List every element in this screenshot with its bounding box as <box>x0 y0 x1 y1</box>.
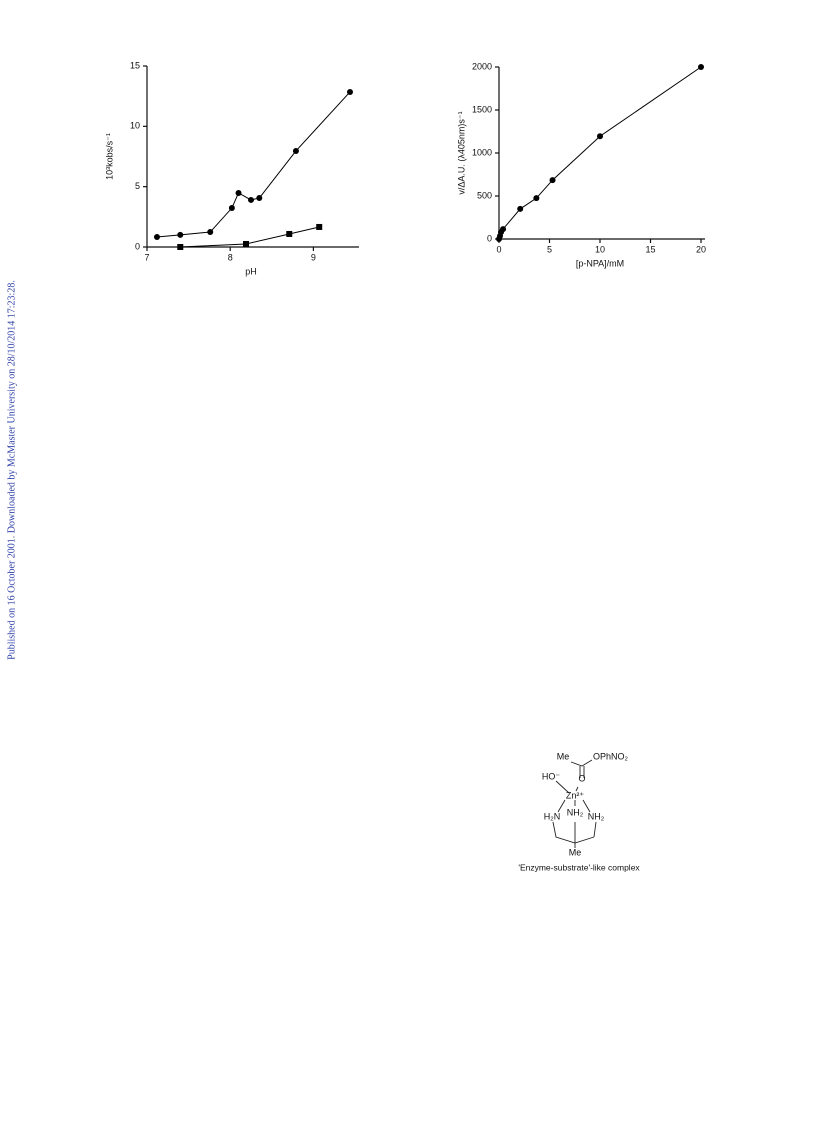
x-tick-label: 9 <box>311 252 316 262</box>
y-tick-label: 10 <box>130 121 140 131</box>
x-axis-label: [p-NPA]/mM <box>576 258 624 268</box>
y-tick-label: 5 <box>135 181 140 191</box>
x-tick-label: 0 <box>496 244 501 254</box>
y-tick-label: 0 <box>135 241 140 251</box>
marker <box>500 226 507 233</box>
x-axis-label: pH <box>245 266 257 276</box>
y-tick-label: 1000 <box>472 147 492 157</box>
y-tick-label: 2000 <box>472 61 492 71</box>
bonds <box>552 759 597 848</box>
chemical-structure: Me OPhNO₂ O HO⁻ Zn²⁺ H₂N NH₂ NH₂ Me 'Enz… <box>518 751 640 872</box>
atom-label: NH₂ <box>567 807 584 817</box>
marker <box>248 196 254 203</box>
marker <box>533 195 540 202</box>
x-tick-label: 5 <box>547 244 552 254</box>
atom-label: O <box>578 773 585 783</box>
marker <box>698 64 704 70</box>
atom-label: NH₂ <box>588 811 605 821</box>
x-tick-label: 7 <box>144 252 149 262</box>
y-axis-label: 10³kobs/s⁻¹ <box>104 133 114 180</box>
atom-label: HO⁻ <box>542 771 561 781</box>
marker <box>243 240 250 247</box>
series-line <box>180 226 320 248</box>
marker <box>153 233 160 240</box>
marker <box>347 88 354 95</box>
y-tick-label: 1500 <box>472 104 492 114</box>
marker <box>286 230 293 237</box>
atom-label: H₂N <box>544 811 561 821</box>
atom-label: Zn²⁺ <box>566 790 585 800</box>
structure-caption: 'Enzyme-substrate'-like complex <box>518 862 640 872</box>
y-tick-label: 500 <box>477 190 492 200</box>
marker <box>177 231 184 238</box>
x-tick-label: 15 <box>645 244 655 254</box>
y-tick-label: 0 <box>487 233 492 243</box>
marker <box>597 133 603 140</box>
x-tick-label: 8 <box>228 252 233 262</box>
y-axis-label: v/ΔA.U. (λ405nm)s⁻¹ <box>456 111 466 194</box>
marker <box>292 147 299 154</box>
x-tick-label: 10 <box>595 244 605 254</box>
series-line <box>498 66 702 240</box>
watermark: Published on 16 October 2001. Downloaded… <box>6 280 17 660</box>
atom-label: Me <box>569 847 582 857</box>
marker <box>549 177 556 184</box>
marker <box>177 244 184 250</box>
marker <box>316 223 323 230</box>
y-tick-label: 15 <box>130 60 140 70</box>
marker <box>517 205 524 212</box>
x-tick-label: 20 <box>696 244 706 254</box>
atom-label: OPhNO₂ <box>593 751 629 761</box>
marker <box>228 205 235 212</box>
series-line <box>156 91 351 238</box>
marker <box>207 229 214 236</box>
atom-label: Me <box>557 751 570 761</box>
marker <box>235 189 242 196</box>
marker <box>256 195 263 202</box>
